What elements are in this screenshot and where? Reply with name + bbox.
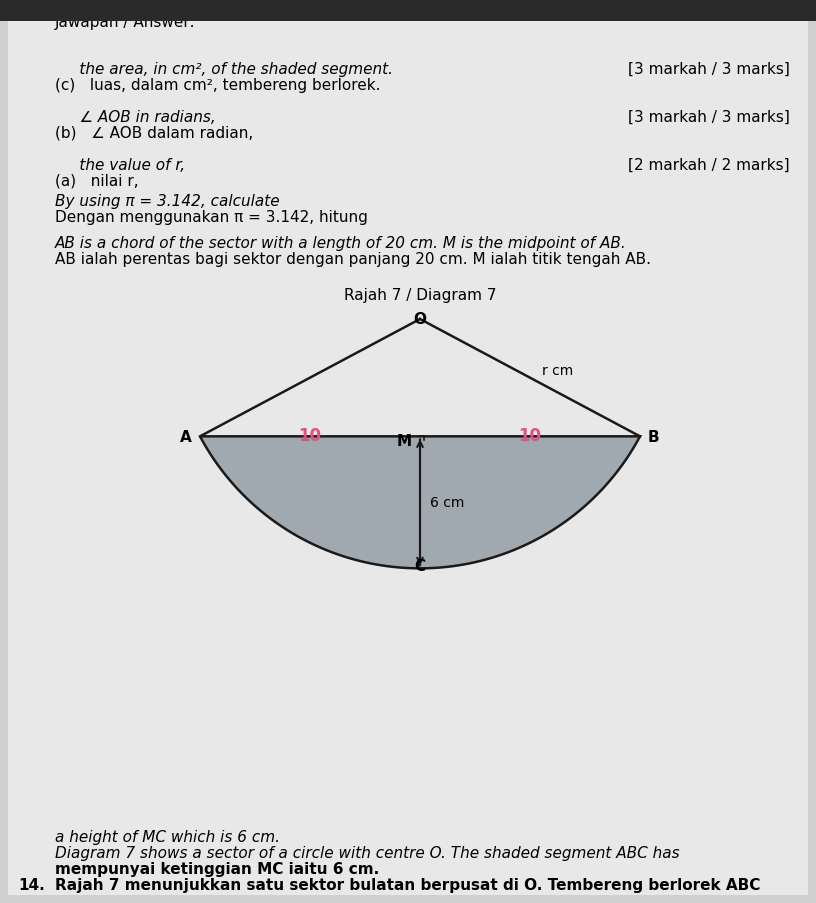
Text: 14.: 14. bbox=[18, 877, 45, 892]
FancyBboxPatch shape bbox=[0, 0, 816, 22]
Text: a height of MC which is 6 cm.: a height of MC which is 6 cm. bbox=[55, 829, 280, 844]
Text: Rajah 7 menunjukkan satu sektor bulatan berpusat di O. Tembereng berlorek ABC: Rajah 7 menunjukkan satu sektor bulatan … bbox=[55, 877, 761, 892]
Polygon shape bbox=[200, 437, 640, 569]
Text: mempunyai ketinggian MC iaitu 6 cm.: mempunyai ketinggian MC iaitu 6 cm. bbox=[55, 861, 379, 876]
Text: ∠ AOB in radians,: ∠ AOB in radians, bbox=[55, 110, 215, 125]
Text: [2 markah / 2 marks]: [2 markah / 2 marks] bbox=[628, 158, 790, 172]
Text: Jawapan / Answer:: Jawapan / Answer: bbox=[55, 15, 196, 30]
Text: B: B bbox=[648, 429, 659, 444]
Text: (a)   nilai r,: (a) nilai r, bbox=[55, 173, 139, 189]
Text: (c)   luas, dalam cm², tembereng berlorek.: (c) luas, dalam cm², tembereng berlorek. bbox=[55, 78, 380, 93]
Text: Dengan menggunakan π = 3.142, hitung: Dengan menggunakan π = 3.142, hitung bbox=[55, 209, 368, 225]
Text: [3 markah / 3 marks]: [3 markah / 3 marks] bbox=[628, 62, 790, 77]
Text: O: O bbox=[414, 312, 427, 327]
Text: AB is a chord of the sector with a length of 20 cm. M is the midpoint of AB.: AB is a chord of the sector with a lengt… bbox=[55, 236, 627, 251]
Text: AB ialah perentas bagi sektor dengan panjang 20 cm. M ialah titik tengah AB.: AB ialah perentas bagi sektor dengan pan… bbox=[55, 252, 651, 266]
Text: 6 cm: 6 cm bbox=[430, 496, 464, 510]
Text: r cm: r cm bbox=[542, 363, 574, 377]
Text: 10: 10 bbox=[299, 427, 322, 445]
Text: C: C bbox=[415, 559, 426, 573]
Text: A: A bbox=[180, 429, 192, 444]
FancyBboxPatch shape bbox=[8, 8, 808, 895]
Text: the area, in cm², of the shaded segment.: the area, in cm², of the shaded segment. bbox=[55, 62, 393, 77]
Text: 10: 10 bbox=[518, 427, 542, 445]
Text: [3 markah / 3 marks]: [3 markah / 3 marks] bbox=[628, 110, 790, 125]
Text: Diagram 7 shows a sector of a circle with centre O. The shaded segment ABC has: Diagram 7 shows a sector of a circle wit… bbox=[55, 845, 680, 860]
Text: M: M bbox=[397, 433, 412, 449]
Text: (b)   ∠ AOB dalam radian,: (b) ∠ AOB dalam radian, bbox=[55, 126, 253, 141]
Text: Rajah 7 / Diagram 7: Rajah 7 / Diagram 7 bbox=[344, 288, 496, 303]
Text: the value of r,: the value of r, bbox=[55, 158, 185, 172]
Text: By using π = 3.142, calculate: By using π = 3.142, calculate bbox=[55, 194, 280, 209]
